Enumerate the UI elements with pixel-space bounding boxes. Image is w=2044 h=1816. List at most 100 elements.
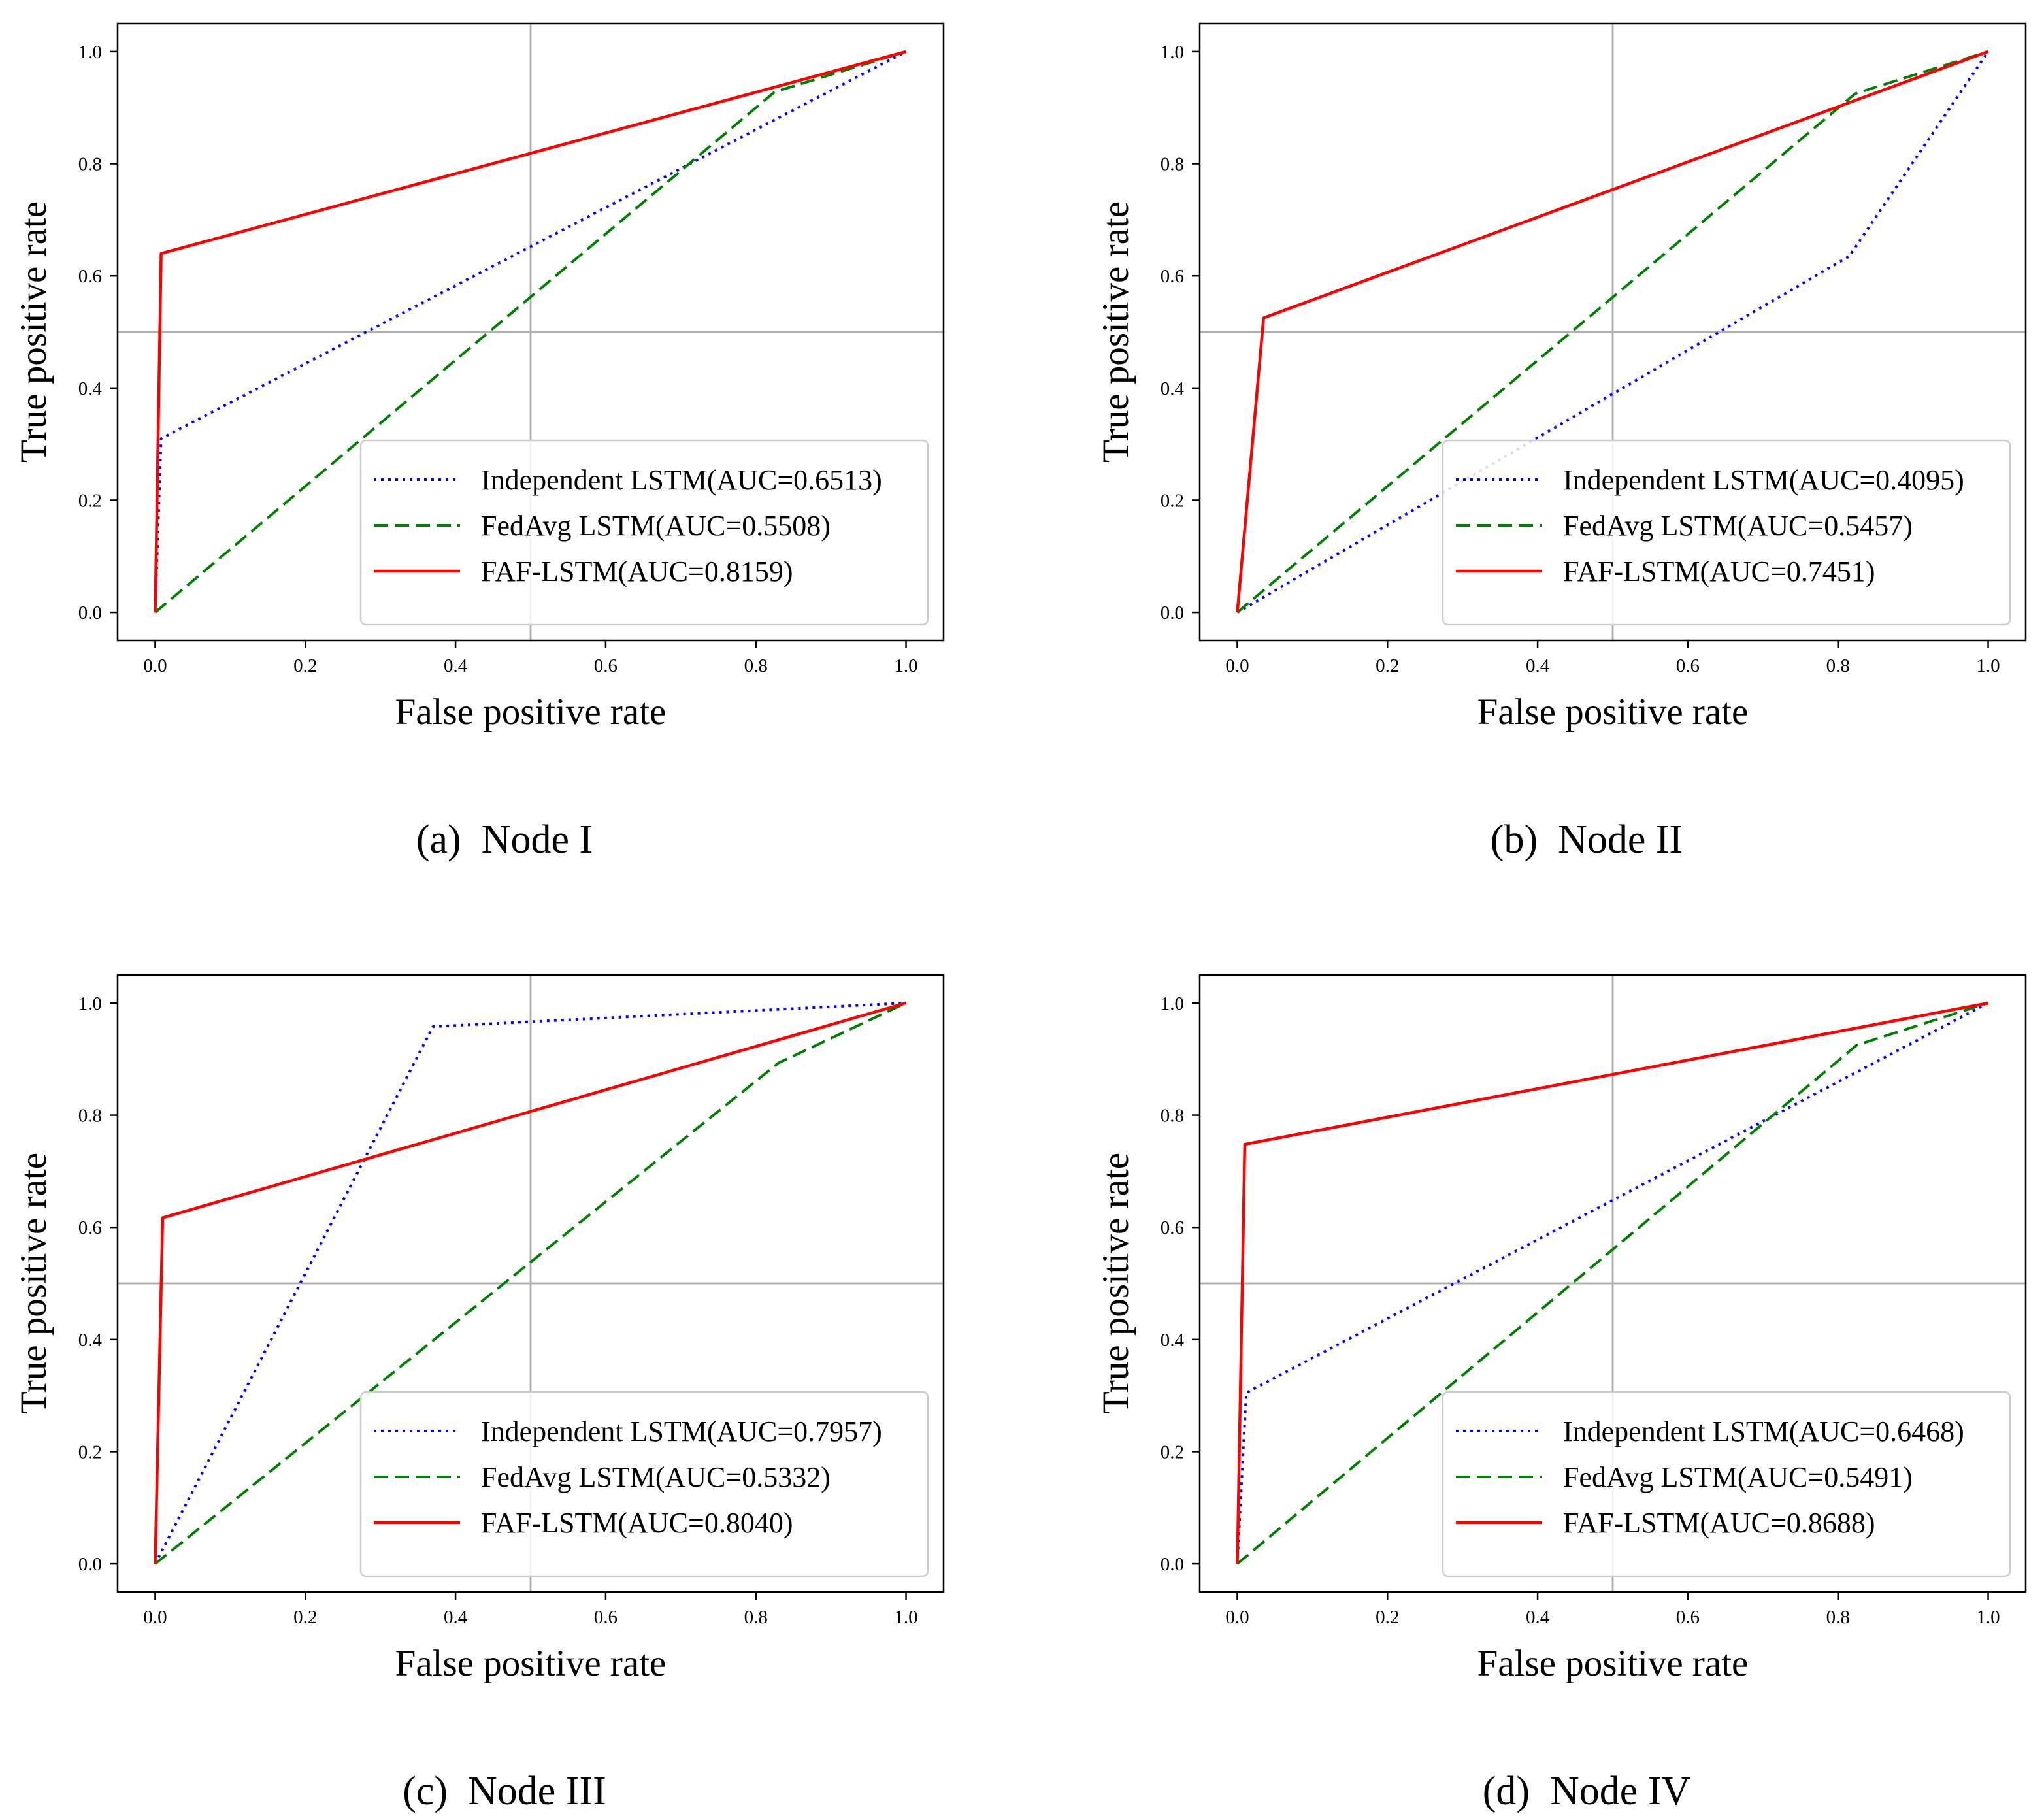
x-tick-label: 0.0 bbox=[1225, 1607, 1249, 1628]
x-tick-label: 1.0 bbox=[894, 1607, 917, 1628]
series-line-dotted bbox=[154, 1001, 906, 1565]
x-tick-label: 0.2 bbox=[1376, 1607, 1399, 1628]
x-tick-label: 0.6 bbox=[1676, 655, 1700, 676]
x-tick-label: 1.0 bbox=[894, 655, 917, 676]
x-tick-label: 0.6 bbox=[594, 1607, 618, 1628]
series-line-dashed bbox=[154, 50, 907, 614]
chart-panel-c: 0.0 0.2 0.4 0.6 0.8 1.0 0.0 0.2 0.4 0.6 0.8 1.0 Fals… bbox=[13, 974, 945, 1813]
legend-label: FedAvg LSTM(AUC=0.5508) bbox=[481, 510, 831, 542]
y-tick-label: 0.6 bbox=[78, 266, 102, 287]
x-tick-label: 0.4 bbox=[444, 1607, 468, 1628]
legend-label: FedAvg LSTM(AUC=0.5491) bbox=[1563, 1461, 1913, 1493]
y-tick-label: 0.0 bbox=[78, 603, 102, 623]
series-line-dashed bbox=[1236, 50, 1989, 614]
plot-frame bbox=[1198, 22, 2027, 642]
x-tick-label: 0.2 bbox=[293, 655, 317, 676]
legend-label: Independent LSTM(AUC=0.6513) bbox=[481, 464, 882, 496]
series-group bbox=[1236, 50, 1990, 614]
plot-frame bbox=[116, 22, 945, 642]
legend-label: FAF-LSTM(AUC=0.8688) bbox=[1563, 1507, 1875, 1539]
x-tick-label: 0.6 bbox=[1676, 1607, 1700, 1628]
y-tick-label: 0.6 bbox=[1161, 266, 1184, 287]
y-tick-label: 0.6 bbox=[1161, 1217, 1184, 1238]
legend-label: Independent LSTM(AUC=0.7957) bbox=[481, 1415, 882, 1447]
legend-label: FAF-LSTM(AUC=0.7451) bbox=[1563, 555, 1875, 587]
series-line-solid bbox=[154, 50, 907, 613]
y-tick-label: 0.4 bbox=[1161, 1330, 1185, 1351]
legend: Independent LSTM(AUC=0.6468) FedAvg LSTM(… bbox=[1442, 1391, 2011, 1577]
y-tick-label: 0.4 bbox=[78, 1330, 103, 1351]
x-tick-label: 1.0 bbox=[1976, 1607, 2000, 1628]
y-tick-label: 0.8 bbox=[1161, 154, 1184, 175]
x-tick-label: 1.0 bbox=[1976, 655, 2000, 676]
y-tick-label: 0.0 bbox=[1161, 603, 1184, 623]
panel-caption: (d) Node IV bbox=[1483, 1769, 1691, 1813]
panel-caption: (a) Node I bbox=[416, 817, 593, 862]
y-tick-label: 0.2 bbox=[78, 1442, 102, 1462]
x-axis-label: False positive rate bbox=[395, 1643, 667, 1684]
series-line-dashed bbox=[154, 1002, 907, 1565]
chart-panel-a: 0.0 0.2 0.4 0.6 0.8 1.0 0.0 0.2 0.4 0.6 0.8 1.0 Fals… bbox=[13, 22, 945, 862]
y-tick-label: 0.0 bbox=[78, 1554, 102, 1575]
plot-frame bbox=[116, 974, 945, 1593]
x-tick-label: 0.0 bbox=[143, 1607, 167, 1628]
legend-label: FAF-LSTM(AUC=0.8040) bbox=[481, 1507, 793, 1539]
y-tick-label: 0.8 bbox=[78, 1106, 102, 1127]
x-tick-label: 0.4 bbox=[1526, 1607, 1550, 1628]
panel-caption: (c) Node III bbox=[403, 1769, 606, 1813]
y-axis-label: True positive rate bbox=[13, 201, 54, 463]
x-tick-label: 0.6 bbox=[594, 655, 618, 676]
series-line-solid bbox=[154, 1001, 907, 1564]
legend-label: FedAvg LSTM(AUC=0.5332) bbox=[481, 1461, 831, 1493]
y-tick-label: 0.4 bbox=[78, 378, 103, 399]
y-tick-label: 0.8 bbox=[78, 154, 102, 175]
plot-frame bbox=[1198, 974, 2027, 1593]
y-tick-label: 0.8 bbox=[1161, 1106, 1184, 1127]
legend: Independent LSTM(AUC=0.4095) FedAvg LSTM(… bbox=[1442, 439, 2011, 626]
y-tick-label: 0.6 bbox=[78, 1217, 102, 1238]
y-axis-label: True positive rate bbox=[1095, 201, 1136, 463]
legend-label: Independent LSTM(AUC=0.6468) bbox=[1563, 1415, 1964, 1447]
x-tick-label: 0.0 bbox=[143, 655, 167, 676]
y-tick-label: 0.2 bbox=[1161, 490, 1184, 511]
y-axis-label: True positive rate bbox=[13, 1153, 54, 1414]
legend-box bbox=[1442, 1391, 2011, 1577]
y-tick-label: 1.0 bbox=[78, 42, 102, 63]
x-tick-label: 0.8 bbox=[744, 1607, 768, 1628]
legend-box bbox=[359, 439, 929, 626]
legend-label: Independent LSTM(AUC=0.4095) bbox=[1563, 464, 1964, 496]
chart-panel-d: 0.0 0.2 0.4 0.6 0.8 1.0 0.0 0.2 0.4 0.6 0.8 1.0 Fals… bbox=[1095, 974, 2027, 1813]
y-tick-label: 0.2 bbox=[1161, 1442, 1184, 1462]
y-tick-label: 1.0 bbox=[1161, 42, 1184, 63]
x-axis-label: False positive rate bbox=[395, 691, 667, 733]
x-tick-label: 0.2 bbox=[1376, 655, 1399, 676]
x-tick-label: 0.0 bbox=[1225, 655, 1249, 676]
series-group bbox=[154, 50, 907, 614]
x-tick-label: 0.4 bbox=[444, 655, 468, 676]
legend: Independent LSTM(AUC=0.6513) FedAvg LSTM(… bbox=[359, 439, 929, 626]
chart-panel-b: 0.0 0.2 0.4 0.6 0.8 1.0 0.0 0.2 0.4 0.6 0.8 1.0 Fals… bbox=[1095, 22, 2027, 862]
legend-box bbox=[1442, 439, 2011, 626]
legend-label: FAF-LSTM(AUC=0.8159) bbox=[481, 555, 793, 587]
y-tick-label: 1.0 bbox=[78, 993, 102, 1014]
series-line-dashed bbox=[1236, 1001, 1989, 1565]
y-tick-label: 0.4 bbox=[1161, 378, 1185, 399]
legend-label: FedAvg LSTM(AUC=0.5457) bbox=[1563, 510, 1913, 542]
series-group bbox=[154, 1001, 907, 1565]
y-tick-label: 0.0 bbox=[1161, 1554, 1184, 1575]
legend: Independent LSTM(AUC=0.7957) FedAvg LSTM(… bbox=[359, 1391, 929, 1577]
y-axis-label: True positive rate bbox=[1095, 1153, 1136, 1414]
y-tick-label: 1.0 bbox=[1161, 993, 1184, 1014]
x-tick-label: 0.8 bbox=[1826, 655, 1850, 676]
series-group bbox=[1236, 1001, 1989, 1565]
x-tick-label: 0.2 bbox=[293, 1607, 317, 1628]
x-tick-label: 0.8 bbox=[1826, 1607, 1850, 1628]
series-line-solid bbox=[1236, 1001, 1988, 1564]
y-tick-label: 0.2 bbox=[78, 490, 102, 511]
x-tick-label: 0.4 bbox=[1526, 655, 1550, 676]
x-axis-label: False positive rate bbox=[1477, 1643, 1749, 1684]
x-tick-label: 0.8 bbox=[744, 655, 768, 676]
legend-box bbox=[359, 1391, 929, 1577]
panel-caption: (b) Node II bbox=[1491, 817, 1683, 862]
